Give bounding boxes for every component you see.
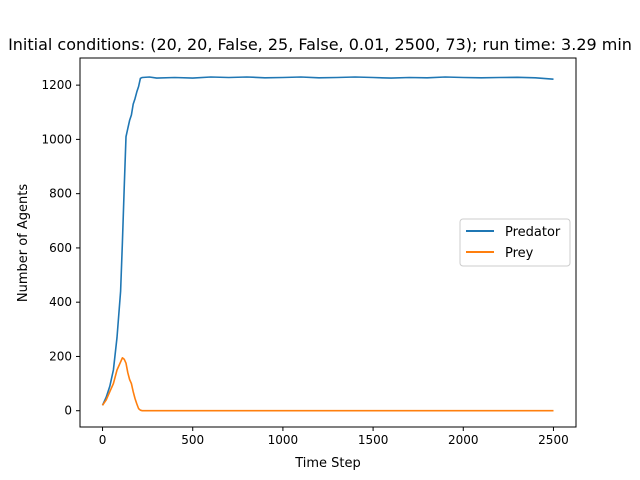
y-tick-label: 1200 <box>41 78 72 92</box>
x-tick-label: 0 <box>99 433 107 447</box>
legend-label-prey: Prey <box>505 246 534 261</box>
y-tick-label: 400 <box>49 295 72 309</box>
legend: Predator Prey <box>459 218 571 267</box>
legend-label-predator: Predator <box>505 225 561 240</box>
y-tick-label: 1000 <box>41 132 72 146</box>
x-tick-label: 1500 <box>358 433 389 447</box>
axes-frame <box>79 57 577 428</box>
x-tick-label: 2000 <box>448 433 479 447</box>
y-tick-label: 600 <box>49 241 72 255</box>
x-tick-label: 1000 <box>268 433 299 447</box>
series-line-predator <box>101 76 554 406</box>
series-lines <box>101 76 554 412</box>
y-axis-label: Number of Agents <box>16 184 31 302</box>
y-tick-label: 800 <box>49 187 72 201</box>
y-tick-label: 0 <box>64 404 72 418</box>
series-line-prey <box>101 356 554 412</box>
x-tick-label: 2500 <box>538 433 569 447</box>
chart-title: Initial conditions: (20, 20, False, 25, … <box>8 35 632 54</box>
y-tick-label: 200 <box>49 349 72 363</box>
y-axis-ticks: 0 200 400 600 800 1000 1200 <box>41 78 80 418</box>
x-tick-label: 500 <box>181 433 204 447</box>
x-axis-ticks: 0 500 1000 1500 2000 2500 <box>99 427 569 447</box>
x-axis-label: Time Step <box>294 456 361 471</box>
plot-area: 0 500 1000 1500 2000 2500 0 200 400 600 800 1000 12… <box>41 57 577 447</box>
